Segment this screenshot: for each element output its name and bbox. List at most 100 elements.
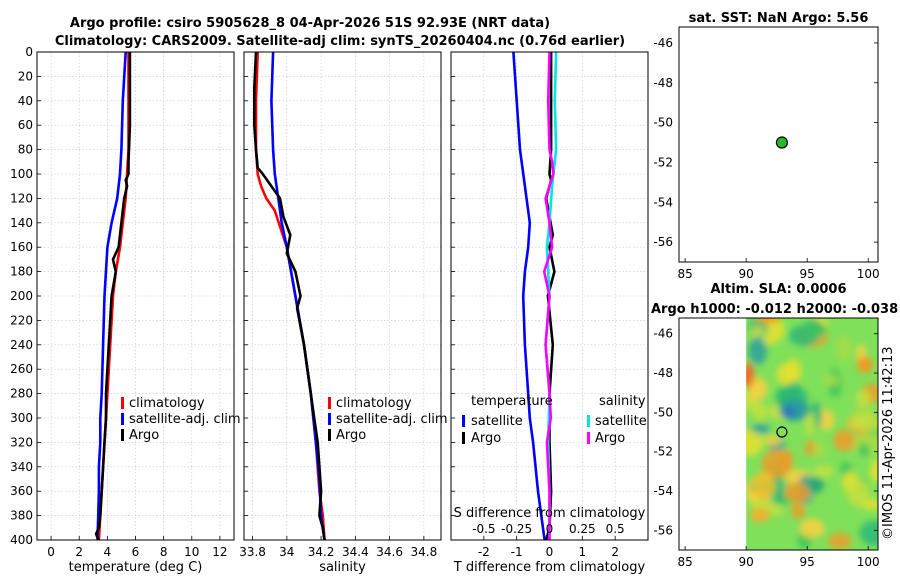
heatmap-cell [791,502,806,520]
heatmap-cell [784,482,812,503]
imos-timestamp: ©IMOS 11-Apr-2026 11:42:13 [881,346,896,540]
axes-frame [36,51,235,541]
y-tick-label: 60 [18,118,33,132]
legend-title-temperature: temperature [471,394,553,409]
heatmap-cell [764,435,781,446]
heatmap-cell [755,318,780,325]
legend-label: Argo [336,428,366,443]
figure-title-line2: Climatology: CARS2009. Satellite-adj cli… [55,34,625,49]
y-tick-label: 340 [10,460,33,474]
axes-frame [678,317,879,551]
x-tick-label: 2 [75,545,83,559]
legend-swatch [121,413,124,425]
y-tick-label: 160 [10,240,33,254]
heatmap-cell [821,374,840,386]
x-tick-label: 6 [132,545,140,559]
heatmap-cell [752,403,768,421]
heatmap-cell [805,413,816,436]
y-tick-label: -52 [653,155,673,169]
x-tick-label: 34.6 [376,545,403,559]
heatmap-cell [746,363,754,387]
y-tick-label: 400 [10,533,33,547]
y-tick-label: 320 [10,435,33,449]
x-tick-label: 34 [279,545,294,559]
map-title: sat. SST: NaN Argo: 5.56 [689,11,869,26]
x-tick-label: 1 [579,545,587,559]
y-tick-label: -48 [653,76,673,90]
heatmap-cell [813,440,826,459]
heatmap-cell [769,505,784,517]
series-line-salinity-argo [542,51,555,540]
y-tick-label: 0 [25,45,33,59]
heatmap-cell [858,443,870,457]
legend-swatch [328,413,331,425]
x-tick-label: 100 [857,267,880,281]
x-tick-label: 90 [739,267,754,281]
x-tick-label: -2 [478,545,490,559]
heatmap-cell [752,471,776,501]
legend-title-salinity: salinity [599,394,646,409]
y-tick-label: 300 [10,411,33,425]
y-tick-label: 360 [10,484,33,498]
heatmap-cell [846,478,870,507]
axes-frame [243,51,442,541]
x-tick-label: 85 [677,267,692,281]
legend-swatch [587,415,590,427]
argo-location-marker [775,136,789,149]
legend-swatch [462,415,465,427]
heatmap-cell [746,429,764,457]
y-tick-label: -54 [653,484,673,498]
heatmap-cell [807,323,828,337]
x-tick-label: -1 [511,545,523,559]
legend-label: satellite-adj. clim [336,412,448,427]
heatmap-cell [781,449,793,473]
series-line-argo [94,52,132,541]
heatmap-cell [827,532,852,550]
y-tick-label: -56 [653,235,673,249]
heatmap-cell [813,465,834,478]
x-tick-label: 34.8 [411,545,438,559]
x-tick-label: 4 [104,545,112,559]
heatmap-blobs [746,318,878,550]
y-tick-label: 180 [10,265,33,279]
y-tick-label: -56 [653,523,673,537]
legend-swatch [462,432,465,444]
y-tick-label: 260 [10,362,33,376]
heatmap-cell [750,508,770,522]
x-tick-label: 0 [47,545,55,559]
legend-swatch [121,397,124,409]
y-tick-label: 200 [10,289,33,303]
legend-swatch [121,429,124,441]
legend-label: satellite [595,414,647,429]
heatmap-cell [857,357,873,373]
y-tick-label: 380 [10,509,33,523]
x-tick-label: 0 [546,545,554,559]
x-tick-label: 85 [677,555,692,569]
y-tick-label: 140 [10,216,33,230]
heatmap-cell [855,390,872,406]
y-tick-label: -54 [653,195,673,209]
axes-frame [678,26,879,263]
heatmap-cell [776,363,798,385]
heatmap-cell [780,406,796,418]
x-tick-label: 12 [212,545,227,559]
axes-frame [450,51,649,541]
legend-label: Argo [129,428,159,443]
x2-axis-label: S difference from climatology [454,506,646,521]
y-tick-label: 220 [10,313,33,327]
panel-difference: -2 -1 0 1 2T difference from climatology S di… [450,51,649,575]
panel-salinity: 33.8 34 34.2 34.4 34.6 34.8 salinity climatolog… [239,51,448,575]
heatmap-cell [870,459,878,483]
y-tick-label: -50 [653,405,673,419]
y-tick-label: 280 [10,387,33,401]
legend-label: climatology [336,396,412,411]
argo-location-marker [776,426,788,438]
legend-swatch [587,432,590,444]
y-tick-label: 80 [18,143,33,157]
legend-swatch [328,397,331,409]
heatmap-cell [859,520,878,546]
y-tick-label: -50 [653,116,673,130]
x-axis-label: T difference from climatology [453,560,646,575]
y-tick-label: 120 [10,191,33,205]
panel-sst_map: sat. SST: NaN Argo: 5.56 85 90 95 100 -46 -48 -… [653,11,879,281]
